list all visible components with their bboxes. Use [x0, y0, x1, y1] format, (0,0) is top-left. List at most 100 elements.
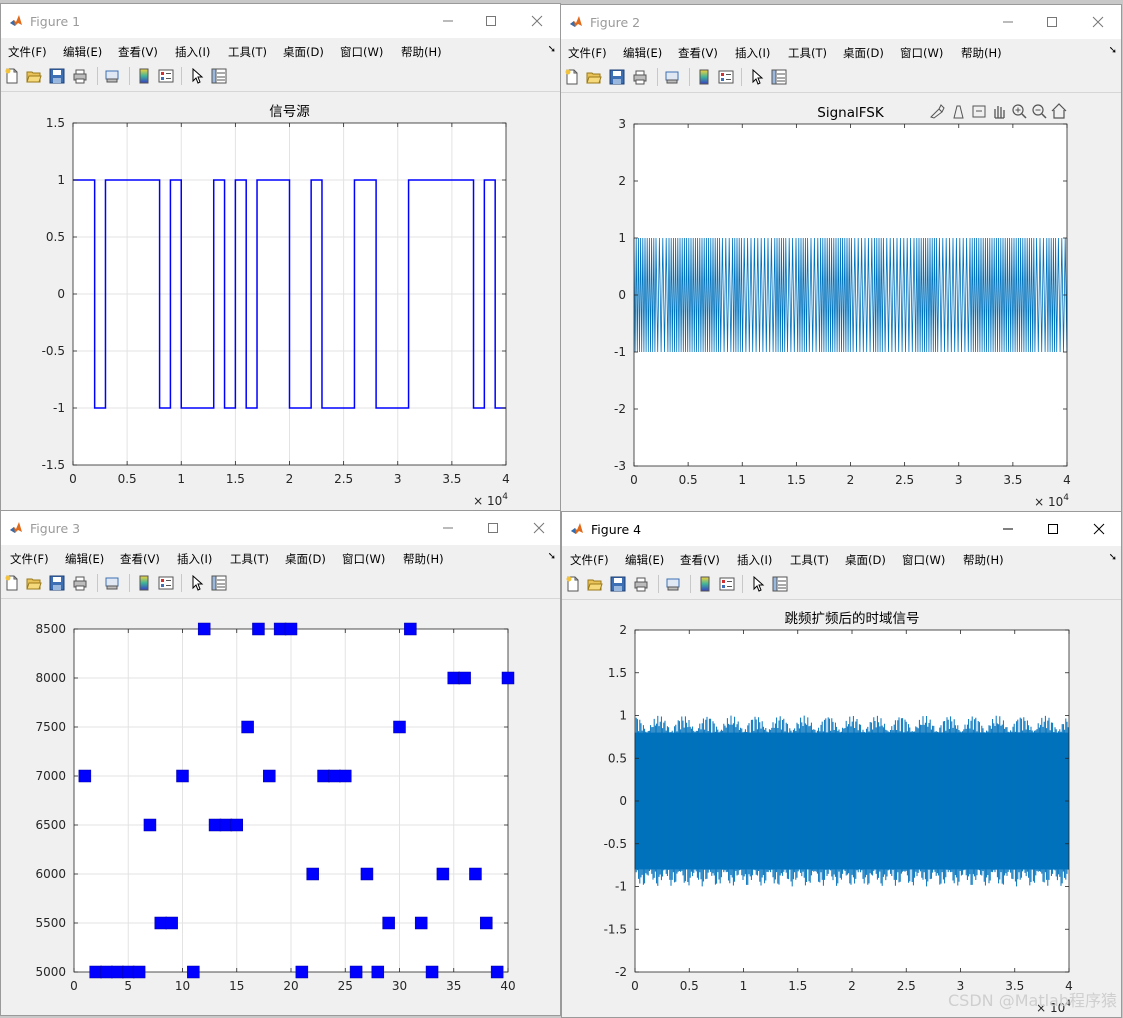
close-button[interactable]: [516, 513, 560, 543]
title-bar[interactable]: Figure 2: [561, 5, 1121, 39]
legend-icon[interactable]: [719, 576, 735, 592]
menu-desktop[interactable]: 桌面(D): [845, 553, 886, 567]
minimize-button[interactable]: [985, 7, 1031, 37]
print-icon[interactable]: [72, 575, 88, 591]
save-icon[interactable]: [49, 68, 65, 84]
new-figure-icon[interactable]: [4, 68, 20, 84]
zoom-in-icon[interactable]: [1012, 104, 1027, 119]
property-inspector-icon[interactable]: [772, 576, 788, 592]
menu-view[interactable]: 查看(V): [120, 552, 160, 566]
maximize-button[interactable]: [468, 6, 514, 36]
print-preview-icon[interactable]: [664, 69, 680, 85]
print-icon[interactable]: [633, 576, 649, 592]
menu-view[interactable]: 查看(V): [678, 46, 718, 60]
menu-overflow-icon[interactable]: ➘: [1108, 552, 1117, 563]
menu-window[interactable]: 窗口(W): [342, 552, 386, 566]
plot-figure-1[interactable]: 0 0.5 1 1.5 2 2.5 3 3.5 4 -1.5 -1 -0.5 0 0.5 1 1.5 信号源 × …: [1, 92, 561, 511]
figure-4-window[interactable]: Figure 4 文件(F) 编辑(E) 查看(V) 插入(I) 工具(T) 桌…: [561, 511, 1122, 1018]
menu-insert[interactable]: 插入(I): [735, 46, 771, 60]
menu-insert[interactable]: 插入(I): [737, 553, 773, 567]
print-preview-icon[interactable]: [665, 576, 681, 592]
menu-edit[interactable]: 编辑(E): [623, 46, 663, 60]
menu-edit[interactable]: 编辑(E): [63, 45, 103, 59]
menu-overflow-icon[interactable]: ➘: [547, 551, 556, 562]
menu-view[interactable]: 查看(V): [680, 553, 720, 567]
colorbar-icon[interactable]: [136, 575, 152, 591]
property-inspector-icon[interactable]: [211, 68, 227, 84]
colorbar-icon[interactable]: [136, 68, 152, 84]
save-icon[interactable]: [49, 575, 65, 591]
plot-figure-3[interactable]: 0 5 10 15 20 25 30 35 40 5000 5500 6000 6500 7000 7500…: [1, 599, 561, 1016]
menu-help[interactable]: 帮助(H): [963, 553, 1004, 567]
save-icon[interactable]: [610, 576, 626, 592]
zoom-out-icon[interactable]: [1032, 104, 1047, 119]
maximize-button[interactable]: [470, 513, 516, 543]
minimize-button[interactable]: [985, 514, 1031, 544]
maximize-button[interactable]: [1030, 514, 1076, 544]
pointer-icon[interactable]: [749, 69, 765, 85]
menu-file[interactable]: 文件(F): [8, 45, 47, 59]
menu-insert[interactable]: 插入(I): [175, 45, 211, 59]
menu-tools[interactable]: 工具(T): [230, 552, 269, 566]
figure-2-window[interactable]: Figure 2 文件(F) 编辑(E) 查看(V) 插入(I) 工具(T) 桌…: [560, 4, 1122, 512]
menu-help[interactable]: 帮助(H): [403, 552, 444, 566]
plot-figure-2[interactable]: 0 0.5 1 1.5 2 2.5 3 3.5 4 -3 -2 -1 0 1 2 3 SignalFSK × 10…: [561, 93, 1122, 512]
brush-icon[interactable]: [930, 104, 945, 119]
pointer-icon[interactable]: [189, 575, 205, 591]
menu-window[interactable]: 窗口(W): [340, 45, 384, 59]
legend-icon[interactable]: [718, 69, 734, 85]
data-tips-icon[interactable]: [953, 105, 964, 119]
menu-insert[interactable]: 插入(I): [177, 552, 213, 566]
menu-tools[interactable]: 工具(T): [790, 553, 829, 567]
legend-icon[interactable]: [158, 575, 174, 591]
menu-edit[interactable]: 编辑(E): [65, 552, 105, 566]
plot-figure-4[interactable]: 0 0.5 1 1.5 2 2.5 3 3.5 4 -2 -1.5 -1 -0.5 0 0.5 1 1.5 2 跳频…: [562, 600, 1122, 1018]
colorbar-icon[interactable]: [696, 69, 712, 85]
pointer-icon[interactable]: [750, 576, 766, 592]
open-file-icon[interactable]: [586, 69, 602, 85]
menu-tools[interactable]: 工具(T): [788, 46, 827, 60]
menu-file[interactable]: 文件(F): [568, 46, 607, 60]
menu-desktop[interactable]: 桌面(D): [283, 45, 324, 59]
title-bar[interactable]: Figure 3: [1, 511, 560, 545]
open-file-icon[interactable]: [587, 576, 603, 592]
minimize-button[interactable]: [425, 513, 471, 543]
new-figure-icon[interactable]: [4, 575, 20, 591]
menu-window[interactable]: 窗口(W): [902, 553, 946, 567]
menu-window[interactable]: 窗口(W): [900, 46, 944, 60]
property-inspector-icon[interactable]: [771, 69, 787, 85]
menu-overflow-icon[interactable]: ➘: [547, 44, 556, 55]
print-preview-icon[interactable]: [104, 68, 120, 84]
open-file-icon[interactable]: [26, 68, 42, 84]
maximize-button[interactable]: [1029, 7, 1075, 37]
figure-1-window[interactable]: Figure 1 文件(F) 编辑(E) 查看(V) 插入(I) 工具(T) 桌…: [0, 3, 561, 511]
menu-edit[interactable]: 编辑(E): [625, 553, 665, 567]
legend-icon[interactable]: [158, 68, 174, 84]
new-figure-icon[interactable]: [565, 576, 581, 592]
menu-desktop[interactable]: 桌面(D): [285, 552, 326, 566]
menu-view[interactable]: 查看(V): [118, 45, 158, 59]
open-file-icon[interactable]: [26, 575, 42, 591]
new-figure-icon[interactable]: [564, 69, 580, 85]
minimize-button[interactable]: [425, 6, 471, 36]
close-button[interactable]: [514, 6, 560, 36]
pointer-icon[interactable]: [189, 68, 205, 84]
menu-help[interactable]: 帮助(H): [401, 45, 442, 59]
menu-file[interactable]: 文件(F): [10, 552, 49, 566]
close-button[interactable]: [1075, 7, 1121, 37]
colorbar-icon[interactable]: [697, 576, 713, 592]
property-inspector-icon[interactable]: [211, 575, 227, 591]
menu-desktop[interactable]: 桌面(D): [843, 46, 884, 60]
pan-icon[interactable]: [994, 106, 1005, 119]
menu-file[interactable]: 文件(F): [570, 553, 609, 567]
title-bar[interactable]: Figure 1: [1, 4, 560, 38]
save-icon[interactable]: [609, 69, 625, 85]
home-icon[interactable]: [1051, 103, 1067, 119]
menu-overflow-icon[interactable]: ➘: [1108, 45, 1117, 56]
print-icon[interactable]: [72, 68, 88, 84]
close-button[interactable]: [1076, 514, 1121, 544]
menu-tools[interactable]: 工具(T): [228, 45, 267, 59]
print-preview-icon[interactable]: [104, 575, 120, 591]
print-icon[interactable]: [632, 69, 648, 85]
rotate-icon[interactable]: [972, 105, 986, 118]
